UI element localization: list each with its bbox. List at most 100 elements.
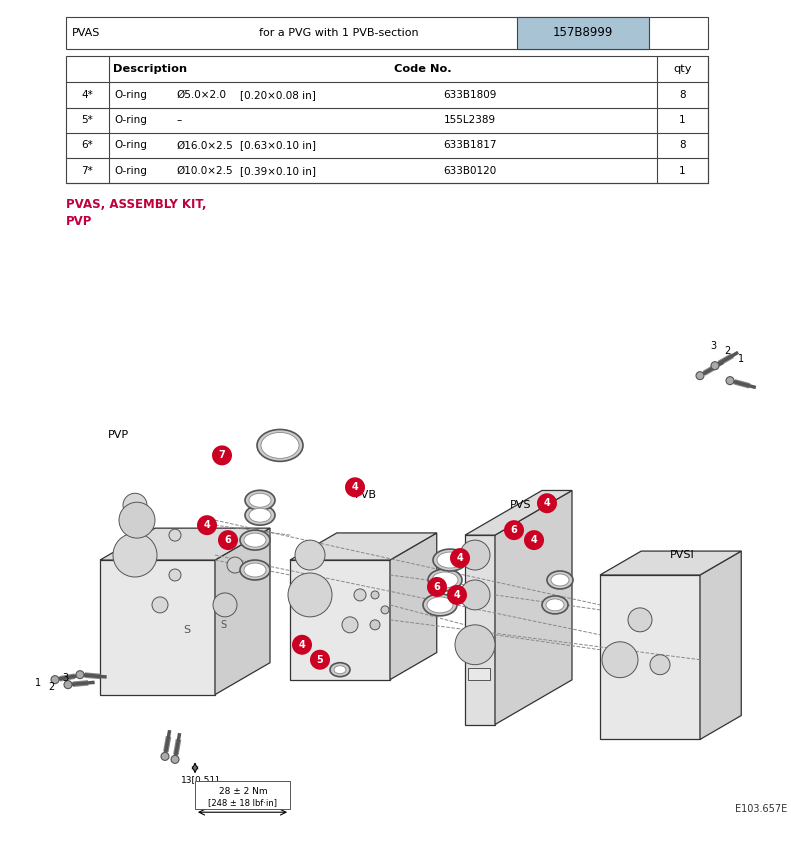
Text: [248 ± 18 lbf·in]: [248 ± 18 lbf·in] — [209, 798, 278, 807]
Text: 1: 1 — [35, 678, 41, 688]
Text: O-ring: O-ring — [115, 115, 148, 125]
Circle shape — [427, 577, 447, 597]
Text: Description: Description — [113, 64, 187, 74]
Text: PVAS: PVAS — [72, 28, 100, 38]
Ellipse shape — [432, 572, 458, 588]
Text: 5*: 5* — [81, 115, 93, 125]
Text: 6*: 6* — [81, 140, 93, 151]
Text: 4*: 4* — [81, 90, 93, 100]
Text: 1: 1 — [679, 166, 686, 176]
Text: O-ring: O-ring — [115, 90, 148, 100]
Circle shape — [650, 655, 670, 674]
Ellipse shape — [433, 549, 467, 571]
Circle shape — [370, 620, 380, 630]
Ellipse shape — [240, 530, 270, 550]
Text: Ø5.0×2.0: Ø5.0×2.0 — [176, 90, 226, 100]
Text: [0.20×0.08 in]: [0.20×0.08 in] — [240, 90, 316, 100]
Text: 2: 2 — [48, 681, 55, 691]
Circle shape — [169, 569, 181, 581]
Ellipse shape — [427, 597, 453, 613]
Circle shape — [295, 540, 325, 570]
Circle shape — [354, 589, 366, 601]
Text: PVP: PVP — [108, 431, 129, 441]
Text: PVS: PVS — [510, 500, 532, 510]
Circle shape — [345, 478, 365, 497]
Circle shape — [227, 557, 243, 573]
Circle shape — [381, 606, 389, 614]
Text: 28 ± 2 Nm: 28 ± 2 Nm — [218, 787, 267, 796]
Ellipse shape — [551, 574, 569, 586]
Text: 3: 3 — [62, 673, 68, 683]
Text: 1: 1 — [738, 354, 744, 363]
Circle shape — [169, 529, 181, 541]
Ellipse shape — [249, 508, 271, 522]
Polygon shape — [465, 490, 572, 535]
Text: O-ring: O-ring — [115, 166, 148, 176]
Circle shape — [119, 502, 155, 538]
Bar — [66, 56, 708, 183]
Text: 2: 2 — [724, 346, 730, 356]
Polygon shape — [390, 533, 437, 680]
Ellipse shape — [546, 599, 564, 611]
Polygon shape — [215, 528, 270, 695]
Circle shape — [51, 675, 59, 684]
Circle shape — [696, 372, 704, 379]
Ellipse shape — [261, 432, 299, 458]
Text: E103.657E: E103.657E — [735, 804, 787, 814]
Circle shape — [76, 670, 84, 679]
Text: 4: 4 — [453, 590, 460, 600]
Circle shape — [524, 530, 544, 550]
Ellipse shape — [547, 571, 573, 589]
Text: 6: 6 — [433, 582, 441, 592]
Text: 155L2389: 155L2389 — [444, 115, 496, 125]
Text: O-ring: O-ring — [115, 140, 148, 151]
Text: 633B1817: 633B1817 — [443, 140, 497, 151]
Text: S: S — [220, 620, 226, 630]
Text: 633B0120: 633B0120 — [443, 166, 497, 176]
Circle shape — [310, 650, 330, 669]
Circle shape — [711, 362, 719, 370]
Ellipse shape — [423, 594, 457, 616]
Text: qty: qty — [673, 64, 691, 74]
Text: 3: 3 — [710, 341, 716, 351]
Text: 6: 6 — [225, 535, 232, 545]
Text: 4: 4 — [299, 640, 305, 650]
Polygon shape — [290, 560, 390, 680]
Polygon shape — [495, 490, 572, 724]
Polygon shape — [100, 560, 215, 695]
Circle shape — [455, 625, 495, 664]
Text: 6: 6 — [511, 525, 517, 535]
Ellipse shape — [257, 430, 303, 462]
Text: Code No.: Code No. — [394, 64, 451, 74]
Text: for a PVG with 1 PVB-section: for a PVG with 1 PVB-section — [259, 28, 418, 38]
Text: 1: 1 — [679, 115, 686, 125]
Ellipse shape — [245, 490, 275, 510]
Circle shape — [171, 755, 179, 764]
Circle shape — [537, 494, 557, 513]
Circle shape — [292, 635, 312, 655]
Bar — [66, 17, 708, 49]
Polygon shape — [700, 551, 741, 739]
Circle shape — [460, 580, 490, 610]
Circle shape — [218, 530, 238, 550]
Circle shape — [113, 533, 157, 577]
Circle shape — [152, 597, 168, 613]
Text: 13[0.51]: 13[0.51] — [180, 775, 219, 784]
Circle shape — [64, 680, 72, 689]
Circle shape — [288, 573, 332, 616]
Ellipse shape — [428, 569, 462, 591]
Polygon shape — [100, 528, 270, 560]
Text: S: S — [183, 625, 190, 635]
Text: 157B8999: 157B8999 — [552, 26, 613, 40]
Bar — [517, 17, 649, 49]
Circle shape — [123, 494, 147, 517]
Text: 633B1809: 633B1809 — [443, 90, 497, 100]
Text: [0.39×0.10 in]: [0.39×0.10 in] — [240, 166, 316, 176]
Circle shape — [726, 377, 734, 384]
Polygon shape — [465, 535, 495, 724]
Polygon shape — [600, 551, 741, 575]
Circle shape — [602, 642, 638, 678]
Text: 7*: 7* — [81, 166, 93, 176]
Text: 5: 5 — [316, 654, 324, 664]
Ellipse shape — [249, 494, 271, 507]
